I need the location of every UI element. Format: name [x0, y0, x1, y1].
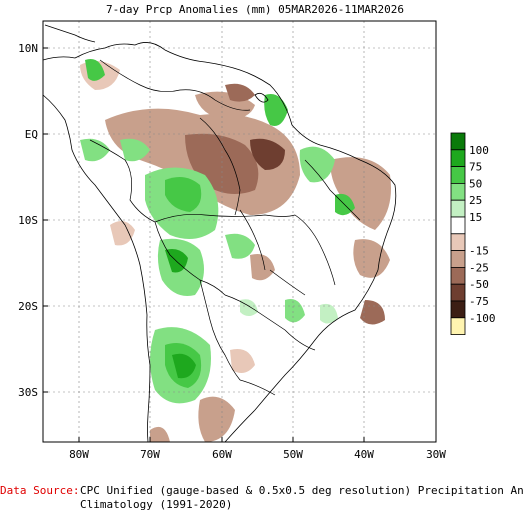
coastlines — [42, 24, 397, 443]
country-borders — [89, 59, 361, 396]
legend-label: -50 — [469, 278, 489, 291]
legend-swatch — [450, 182, 466, 201]
lat-axis-labels: 10N EQ 10S 20S 30S — [18, 42, 38, 399]
legend-label: -15 — [469, 245, 489, 258]
climatology-text: Climatology (1991-2020) — [80, 498, 232, 511]
legend-swatch — [450, 283, 466, 302]
lat-tick-label: 10S — [18, 214, 38, 227]
lat-tick-label: 20S — [18, 300, 38, 313]
map-frame — [42, 20, 437, 443]
lon-axis-labels: 80W 70W 60W 50W 40W 30W — [69, 448, 446, 461]
legend-label: 25 — [469, 194, 482, 207]
legend-swatch — [450, 149, 466, 168]
anomaly-map: 7-day Prcp Anomalies (mm) 05MAR2026-11MA… — [18, 3, 496, 461]
legend-label: 75 — [469, 161, 482, 174]
legend-label: 50 — [469, 177, 482, 190]
legend-label: -25 — [469, 261, 489, 274]
tick-marks — [43, 47, 437, 442]
legend-label: 15 — [469, 211, 482, 224]
lat-tick-label: EQ — [25, 128, 38, 141]
lon-tick-label: 40W — [354, 448, 374, 461]
legend-swatch — [450, 166, 466, 184]
lon-tick-label: 80W — [69, 448, 89, 461]
anomaly-shading — [80, 59, 391, 442]
legend-swatch — [450, 216, 466, 235]
footer: Data Source: CPC Unified (gauge-based & … — [0, 484, 523, 511]
legend-swatch — [450, 250, 466, 268]
lon-tick-label: 60W — [212, 448, 232, 461]
legend-label: -100 — [469, 312, 496, 325]
legend-swatch — [450, 317, 466, 335]
legend-swatch — [450, 266, 466, 285]
legend-swatch — [450, 300, 466, 319]
legend-label: -75 — [469, 295, 489, 308]
color-legend: 100 75 50 25 15 -15 -25 -50 -75 -100 — [450, 132, 496, 335]
legend-swatch — [450, 233, 466, 252]
legend-swatch — [450, 132, 466, 151]
map-title: 7-day Prcp Anomalies (mm) 05MAR2026-11MA… — [106, 3, 404, 16]
lon-tick-label: 30W — [426, 448, 446, 461]
legend-label: 100 — [469, 144, 489, 157]
lon-tick-label: 70W — [140, 448, 160, 461]
lat-tick-label: 30S — [18, 386, 38, 399]
graticule — [43, 21, 436, 442]
legend-swatch — [450, 199, 466, 218]
lat-tick-label: 10N — [18, 42, 38, 55]
data-source-label: Data Source: — [0, 484, 79, 497]
lon-tick-label: 50W — [283, 448, 303, 461]
data-source-text: CPC Unified (gauge-based & 0.5x0.5 deg r… — [80, 484, 523, 497]
